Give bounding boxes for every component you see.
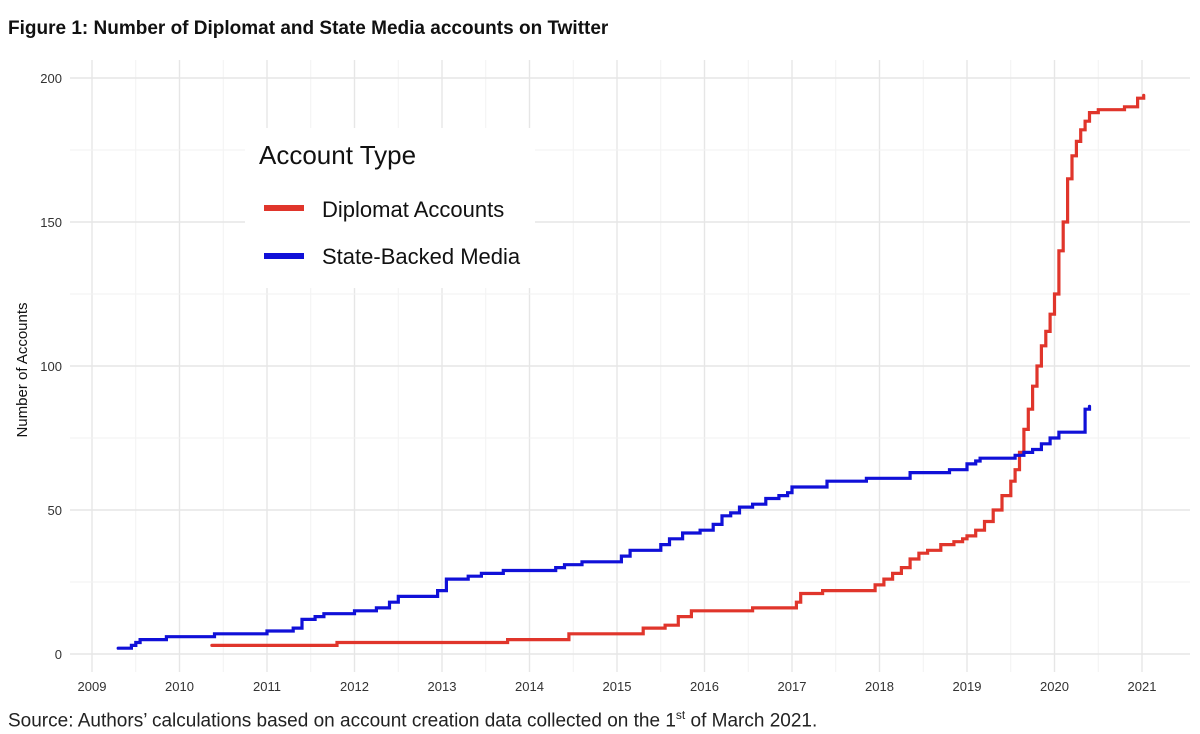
legend-label-diplomat: Diplomat Accounts — [322, 197, 504, 222]
x-tick-label: 2015 — [603, 679, 632, 694]
y-tick-label: 150 — [40, 215, 62, 230]
x-tick-label: 2009 — [78, 679, 107, 694]
x-tick-label: 2017 — [778, 679, 807, 694]
x-tick-label: 2010 — [165, 679, 194, 694]
legend-label-state-media: State-Backed Media — [322, 244, 521, 269]
legend-title: Account Type — [259, 140, 416, 170]
figure-title: Figure 1: Number of Diplomat and State M… — [8, 18, 609, 39]
x-tick-label: 2020 — [1040, 679, 1069, 694]
y-axis-label: Number of Accounts — [14, 302, 31, 437]
source-superscript: st — [675, 708, 686, 722]
x-tick-label: 2019 — [953, 679, 982, 694]
x-tick-label: 2012 — [340, 679, 369, 694]
y-tick-label: 200 — [40, 71, 62, 86]
line-chart: 0 50 100 150 200 2009 2010 2011 2012 2013 2014 201… — [14, 60, 1190, 694]
y-tick-label: 100 — [40, 359, 62, 374]
series-line-diplomat — [210, 93, 1146, 647]
x-tick-label: 2016 — [690, 679, 719, 694]
x-tick-label: 2013 — [428, 679, 457, 694]
series-lines — [116, 93, 1146, 650]
y-tick-label: 50 — [48, 503, 62, 518]
x-tick-label: 2018 — [865, 679, 894, 694]
legend: Account Type Diplomat Accounts State-Bac… — [245, 128, 535, 288]
x-tick-label: 2011 — [253, 679, 281, 694]
y-tick-label: 0 — [55, 647, 62, 662]
figure-source-note: Source: Authors’ calculations based on a… — [8, 708, 817, 732]
x-axis-ticks: 2009 2010 2011 2012 2013 2014 2015 2016 2017 2018… — [78, 679, 1157, 694]
y-axis-ticks: 0 50 100 150 200 — [40, 71, 62, 662]
series-line-state-media — [116, 404, 1092, 650]
source-text-end: of March 2021. — [685, 710, 818, 732]
x-tick-label: 2021 — [1128, 679, 1157, 694]
grid-lines — [70, 60, 1190, 672]
source-text: Source: Authors’ calculations based on a… — [8, 710, 676, 732]
x-tick-label: 2014 — [515, 679, 544, 694]
